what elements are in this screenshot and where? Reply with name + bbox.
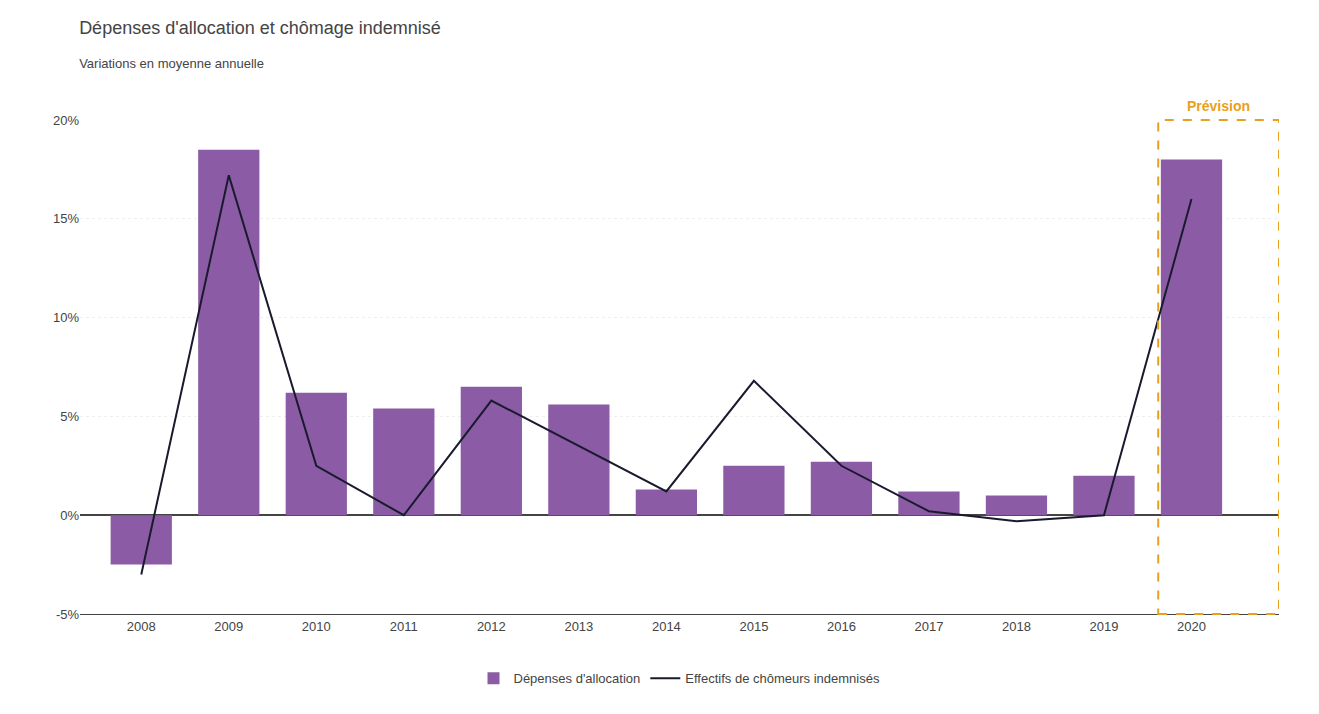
svg-text:2018: 2018	[1002, 619, 1031, 634]
svg-text:2020: 2020	[1177, 619, 1206, 634]
svg-text:Dépenses d'allocation: Dépenses d'allocation	[514, 671, 641, 686]
svg-text:Effectifs de chômeurs indemnis: Effectifs de chômeurs indemnisés	[685, 671, 880, 686]
svg-text:2012: 2012	[477, 619, 506, 634]
svg-text:-5%: -5%	[56, 607, 80, 622]
svg-text:5%: 5%	[60, 409, 79, 424]
svg-text:2011: 2011	[390, 619, 418, 634]
svg-text:20%: 20%	[53, 113, 79, 128]
svg-text:15%: 15%	[53, 211, 79, 226]
svg-text:2015: 2015	[739, 619, 768, 634]
svg-text:2010: 2010	[302, 619, 331, 634]
svg-text:2014: 2014	[652, 619, 681, 634]
svg-text:10%: 10%	[53, 310, 79, 325]
svg-text:2009: 2009	[214, 619, 243, 634]
svg-text:2008: 2008	[127, 619, 156, 634]
svg-text:2017: 2017	[914, 619, 943, 634]
svg-text:Prévision: Prévision	[1187, 98, 1250, 114]
svg-text:Dépenses d'allocation et chôma: Dépenses d'allocation et chômage indemni…	[79, 18, 441, 38]
svg-text:2016: 2016	[827, 619, 856, 634]
svg-text:0%: 0%	[60, 508, 79, 523]
svg-text:Variations en moyenne annuelle: Variations en moyenne annuelle	[79, 56, 264, 71]
svg-text:2013: 2013	[564, 619, 593, 634]
svg-text:2019: 2019	[1089, 619, 1118, 634]
